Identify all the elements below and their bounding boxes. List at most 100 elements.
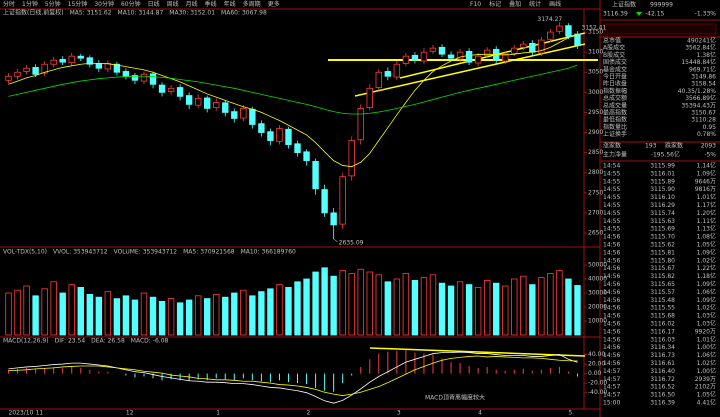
tick-price: 3115.63	[650, 218, 675, 225]
volume-bar	[339, 270, 346, 336]
candle-body	[321, 189, 328, 214]
y-tick-label: 30000	[588, 290, 607, 297]
tick-price: 3115.48	[650, 297, 675, 304]
tick-price: 3115.57	[650, 289, 675, 296]
x-tick-label: 1	[216, 410, 220, 417]
tick-volume: 1.02亿	[697, 359, 716, 367]
advancers: 193	[645, 143, 657, 150]
period-tab[interactable]: 5分钟	[45, 0, 61, 8]
period-tab[interactable]: 月线	[186, 0, 198, 8]
flow-pct: -5%	[704, 152, 716, 159]
indicator-value: 353943712	[73, 249, 108, 256]
indicator-value: 366189760	[262, 249, 297, 256]
tick-time: 14:55	[603, 178, 620, 185]
volume-bar	[547, 272, 554, 336]
period-tab[interactable]: 日线	[148, 0, 160, 8]
tool-button[interactable]: 叠加	[509, 0, 521, 8]
volume-bar	[493, 282, 500, 336]
stat-label: 总成交额	[603, 94, 627, 102]
period-tab[interactable]: 15分钟	[68, 0, 88, 8]
candle-body	[14, 71, 21, 77]
candle-body	[420, 51, 428, 62]
candle-body	[330, 212, 337, 226]
indicator-value: 26.58	[108, 338, 125, 345]
tick-price: 3115.99	[650, 163, 675, 170]
tick-time: 14:55	[603, 226, 620, 233]
low-pointer	[333, 238, 338, 243]
stat-value: 1.38亿	[697, 51, 716, 59]
tick-price: 3115.74	[650, 210, 675, 217]
volume-bar	[321, 267, 328, 336]
tick-price: 3115.81	[650, 249, 675, 256]
indicator-name: VOLUME:	[114, 249, 141, 256]
tick-time: 14:56	[603, 265, 620, 272]
tick-time: 14:56	[603, 257, 620, 264]
candle-body	[86, 57, 93, 65]
candle-body	[339, 176, 346, 225]
candle-body	[502, 53, 509, 62]
tick-time: 14:55	[603, 202, 620, 209]
tick-volume: 1.09亿	[697, 248, 716, 256]
volume-bar	[5, 292, 12, 336]
tick-time: 14:56	[603, 360, 620, 367]
volume-bar	[303, 278, 310, 336]
candle-body	[348, 140, 355, 177]
indicator-line	[8, 351, 578, 404]
candle-body	[204, 97, 211, 109]
y-tick-label: 2700	[588, 209, 603, 216]
panel-title: 上证指数(日线,前复权)	[3, 9, 64, 17]
x-tick-label: 11	[36, 410, 44, 417]
period-tab[interactable]: 年线	[224, 0, 236, 8]
tick-time: 14:56	[603, 328, 620, 335]
tick-time: 14:56	[603, 336, 620, 343]
tool-button[interactable]: 标记	[489, 0, 501, 8]
candle-body	[176, 87, 184, 97]
flow: -195.56亿	[651, 151, 680, 159]
y-tick-label: 3000	[588, 89, 603, 96]
stat-label: 昨日收盘	[603, 80, 627, 88]
volume-bar	[77, 286, 84, 336]
tool-button[interactable]: 画线	[549, 0, 561, 8]
y-tick-label: 40.00	[588, 351, 605, 358]
period-tab[interactable]: 分时	[3, 0, 15, 8]
stat-value: 490241亿	[687, 37, 716, 45]
tick-price: 3115.69	[650, 226, 675, 233]
period-tab[interactable]: 周线	[167, 0, 179, 8]
indicator-value: -6.08	[153, 338, 169, 345]
index-name: 上证指数	[612, 1, 636, 9]
period-tab[interactable]: 30分钟	[94, 0, 114, 8]
volume-bar	[140, 292, 148, 336]
volume-bar	[267, 288, 274, 336]
candle-body	[456, 51, 464, 60]
period-tab[interactable]: 1分钟	[22, 0, 38, 8]
period-tab[interactable]: 多周期	[243, 0, 261, 8]
volume-bar	[213, 293, 220, 336]
indicator-name: MA5:	[183, 249, 198, 256]
candle-body	[474, 55, 482, 64]
candle-body	[366, 87, 373, 108]
indicator-name: MACD:	[131, 338, 151, 345]
tick-volume: 1.20亿	[697, 209, 716, 217]
tick-volume: 1.09亿	[697, 296, 716, 304]
volume-bar	[384, 281, 392, 336]
candle-body	[547, 31, 554, 40]
tick-price: 3116.10	[650, 194, 675, 201]
tick-volume: 1.02亿	[697, 256, 716, 264]
tick-price: 3115.65	[650, 281, 675, 288]
tick-price: 3115.80	[650, 257, 675, 264]
index-code: 999999	[650, 2, 673, 9]
volume-bar	[59, 292, 66, 336]
tick-price: 3115.68	[650, 313, 675, 320]
volume-bar	[294, 281, 301, 336]
period-tab[interactable]: 60分钟	[121, 0, 141, 8]
stat-label: A股成交	[603, 44, 625, 52]
period-tab[interactable]: 季线	[205, 0, 217, 8]
tool-button[interactable]: 统计	[529, 0, 541, 8]
candle-body	[5, 75, 12, 81]
period-tab[interactable]: 更多	[268, 0, 280, 8]
tick-volume: 1.06亿	[697, 351, 716, 359]
y-tick-label: 2950	[588, 109, 603, 116]
tool-button[interactable]: F10	[470, 1, 481, 8]
tick-volume: 1.06亿	[697, 288, 716, 296]
stat-label: 最高指数	[603, 109, 627, 117]
